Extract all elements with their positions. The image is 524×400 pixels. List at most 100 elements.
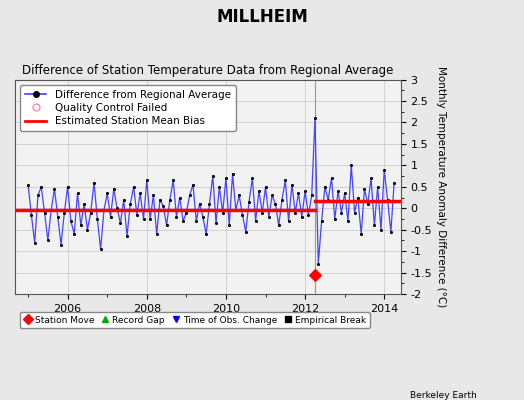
Point [43, 237, 52, 244]
Point [126, 201, 135, 207]
Point [149, 192, 158, 198]
Point [179, 218, 187, 224]
Point [298, 214, 306, 220]
Point [129, 184, 138, 190]
Point [370, 222, 378, 229]
Point [77, 222, 85, 229]
Point [294, 190, 303, 196]
Point [238, 212, 247, 218]
Point [93, 216, 102, 222]
Point [47, 207, 56, 214]
Point [252, 218, 260, 224]
Point [285, 218, 293, 224]
Point [202, 231, 210, 237]
Point [304, 212, 313, 218]
Point [73, 190, 82, 196]
Point [80, 201, 89, 207]
Point [314, 261, 322, 267]
Point [235, 192, 243, 198]
Point [60, 209, 69, 216]
Point [152, 231, 161, 237]
Point [351, 209, 359, 216]
Point [195, 201, 204, 207]
Point [37, 184, 46, 190]
Point [377, 226, 385, 233]
Point [162, 222, 171, 229]
Point [110, 186, 118, 192]
Point [278, 196, 286, 203]
Point [291, 209, 299, 216]
Point [268, 192, 276, 198]
Point [308, 192, 316, 198]
Point [159, 203, 168, 209]
Point [354, 194, 362, 201]
Y-axis label: Monthly Temperature Anomaly Difference (°C): Monthly Temperature Anomaly Difference (… [436, 66, 446, 308]
Point [367, 175, 375, 182]
Point [384, 196, 392, 203]
Point [288, 182, 296, 188]
Point [361, 186, 369, 192]
Point [34, 192, 42, 198]
Point [146, 216, 154, 222]
Point [185, 192, 194, 198]
Point [341, 190, 349, 196]
Point [103, 190, 112, 196]
Point [90, 179, 98, 186]
Point [225, 222, 233, 229]
Point [172, 214, 181, 220]
Point [331, 216, 339, 222]
Point [123, 233, 131, 239]
Point [119, 196, 128, 203]
Point [357, 231, 365, 237]
Point [113, 205, 121, 212]
Point [248, 175, 257, 182]
Point [27, 212, 36, 218]
Point [205, 201, 214, 207]
Text: MILLHEIM: MILLHEIM [216, 8, 308, 26]
Point [136, 190, 145, 196]
Point [301, 188, 309, 194]
Point [271, 201, 280, 207]
Point [232, 207, 240, 214]
Point [334, 188, 342, 194]
Point [347, 162, 355, 168]
Point [30, 239, 39, 246]
Point [50, 186, 59, 192]
Point [116, 220, 125, 226]
Point [242, 229, 250, 235]
Text: Berkeley Earth: Berkeley Earth [410, 391, 477, 400]
Point [189, 182, 197, 188]
Point [63, 184, 72, 190]
Point [212, 220, 220, 226]
Point [83, 226, 92, 233]
Point [24, 182, 32, 188]
Point [255, 188, 263, 194]
Point [364, 201, 372, 207]
Point [258, 209, 266, 216]
Point [222, 175, 230, 182]
Point [219, 209, 227, 216]
Point [228, 171, 237, 177]
Point [245, 199, 253, 205]
Point [199, 214, 207, 220]
Point [324, 196, 332, 203]
Point [176, 194, 184, 201]
Point [57, 242, 65, 248]
Point [182, 209, 191, 216]
Legend: Station Move, Record Gap, Time of Obs. Change, Empirical Break: Station Move, Record Gap, Time of Obs. C… [19, 312, 370, 328]
Point [53, 214, 62, 220]
Point [106, 214, 115, 220]
Point [374, 184, 382, 190]
Point [67, 218, 75, 224]
Point [192, 218, 201, 224]
Point [321, 184, 329, 190]
Point [40, 209, 49, 216]
Point [143, 177, 151, 184]
Point [139, 216, 148, 222]
Point [70, 231, 79, 237]
Point [96, 246, 105, 252]
Point [215, 184, 224, 190]
Point [390, 179, 398, 186]
Point [281, 177, 289, 184]
Point [337, 209, 346, 216]
